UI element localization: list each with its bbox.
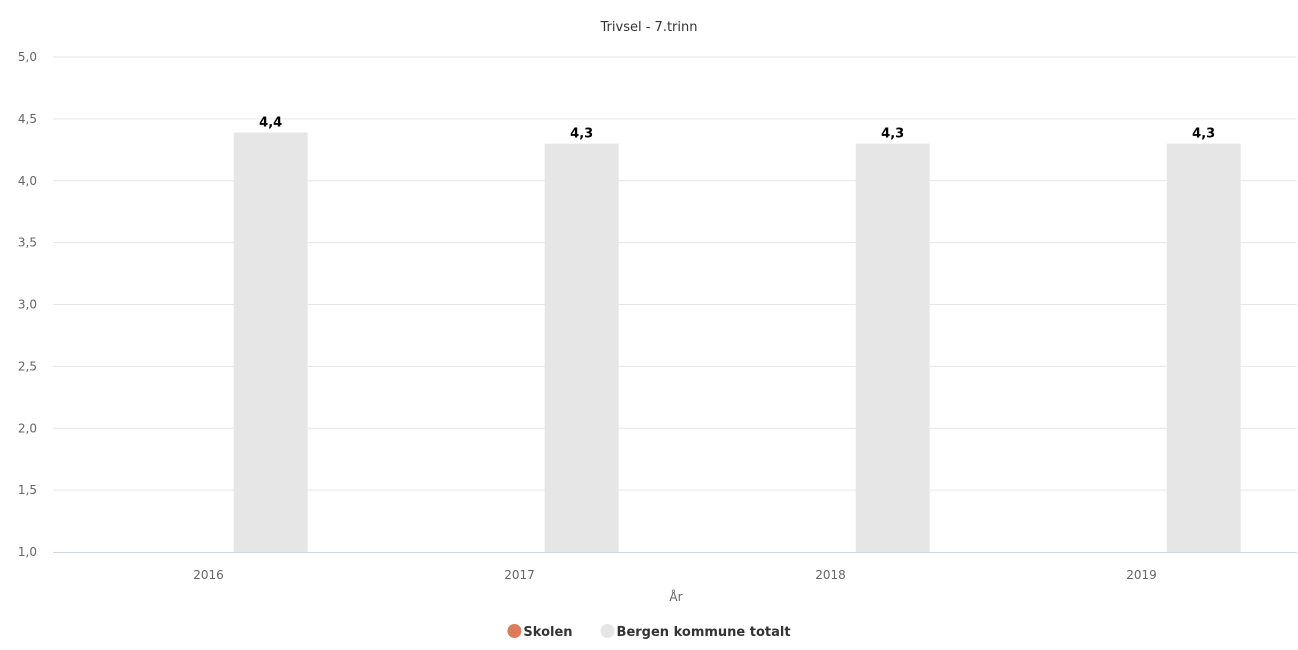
data-label: 4,4 [259, 115, 282, 130]
y-tick-label: 1,5 [18, 483, 37, 497]
x-tick-label: 2018 [815, 568, 846, 582]
y-axis-ticks: 1,0 1,5 2,0 2,5 3,0 3,5 4,0 4,5 5,0 [18, 50, 37, 559]
bar[interactable] [544, 143, 619, 552]
legend-item[interactable]: Bergen kommune totalt [600, 624, 791, 640]
data-label: 4,3 [881, 127, 904, 142]
legend-label: Bergen kommune totalt [617, 625, 791, 640]
bar[interactable] [855, 143, 930, 552]
bars [233, 132, 1241, 553]
bar[interactable] [1166, 143, 1241, 552]
legend-item[interactable]: Skolen [507, 624, 573, 640]
data-labels: 4,4 4,3 4,3 4,3 [259, 115, 1215, 141]
data-label: 4,3 [1192, 127, 1215, 142]
x-axis-title: År [669, 589, 682, 604]
y-tick-label: 3,0 [18, 298, 37, 312]
x-tick-label: 2016 [193, 568, 224, 582]
legend-label: Skolen [523, 625, 572, 640]
x-axis-ticks: 2016 2017 2018 2019 [193, 568, 1157, 582]
legend[interactable]: Skolen Bergen kommune totalt [507, 624, 791, 640]
x-tick-label: 2019 [1126, 568, 1157, 582]
legend-marker [600, 624, 615, 638]
y-tick-label: 3,5 [18, 236, 37, 250]
bar[interactable] [233, 132, 308, 553]
y-tick-label: 2,5 [18, 359, 37, 373]
y-tick-label: 1,0 [18, 545, 37, 559]
legend-marker [507, 624, 522, 638]
chart-title: Trivsel - 7.trinn [600, 20, 698, 35]
y-tick-label: 2,0 [18, 421, 37, 435]
x-tick-label: 2017 [504, 568, 535, 582]
y-tick-label: 5,0 [18, 50, 37, 64]
y-tick-label: 4,0 [18, 174, 37, 188]
data-label: 4,3 [570, 127, 593, 142]
y-tick-label: 4,5 [18, 112, 37, 126]
